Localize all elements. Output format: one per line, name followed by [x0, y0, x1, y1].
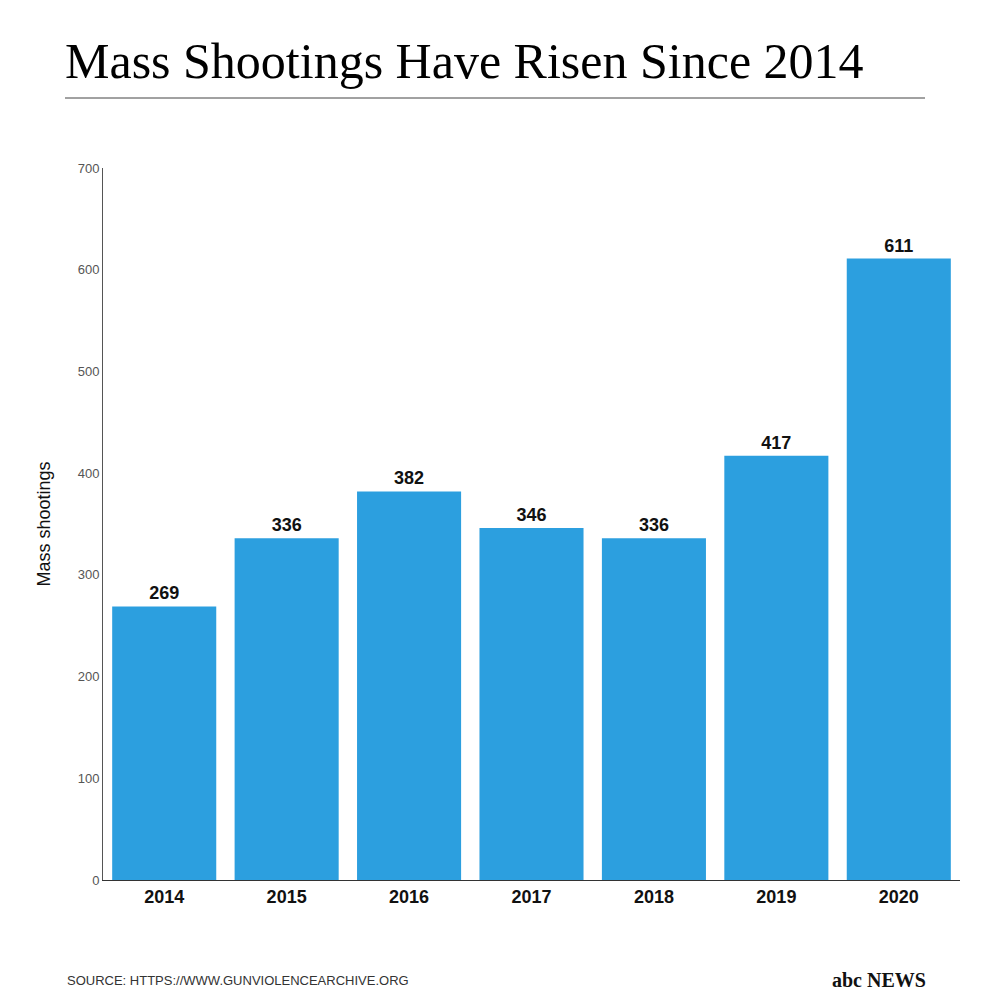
svg-text:382: 382 — [394, 468, 424, 488]
svg-text:2019: 2019 — [756, 887, 796, 907]
svg-text:Mass shootings: Mass shootings — [34, 461, 54, 586]
svg-text:700: 700 — [78, 161, 100, 176]
svg-text:Mass Shootings Have Risen Sinc: Mass Shootings Have Risen Since 2014 — [65, 33, 864, 89]
svg-text:2014: 2014 — [144, 887, 184, 907]
svg-text:346: 346 — [516, 505, 546, 525]
svg-text:200: 200 — [78, 669, 100, 684]
svg-text:336: 336 — [272, 515, 302, 535]
svg-text:2016: 2016 — [389, 887, 429, 907]
svg-text:336: 336 — [639, 515, 669, 535]
svg-text:500: 500 — [78, 364, 100, 379]
svg-text:2017: 2017 — [511, 887, 551, 907]
svg-text:SOURCE: HTTPS://WWW.GUNVIOLENC: SOURCE: HTTPS://WWW.GUNVIOLENCEARCHIVE.O… — [67, 973, 409, 988]
svg-text:2018: 2018 — [634, 887, 674, 907]
svg-text:300: 300 — [78, 567, 100, 582]
svg-text:417: 417 — [761, 433, 791, 453]
svg-text:611: 611 — [884, 236, 913, 256]
svg-text:600: 600 — [78, 262, 100, 277]
svg-text:269: 269 — [149, 583, 179, 603]
svg-text:100: 100 — [78, 771, 100, 786]
svg-text:2015: 2015 — [267, 887, 307, 907]
svg-text:abc NEWS: abc NEWS — [832, 969, 926, 991]
svg-text:0: 0 — [92, 873, 99, 888]
svg-text:2020: 2020 — [879, 887, 919, 907]
svg-text:400: 400 — [78, 466, 100, 481]
